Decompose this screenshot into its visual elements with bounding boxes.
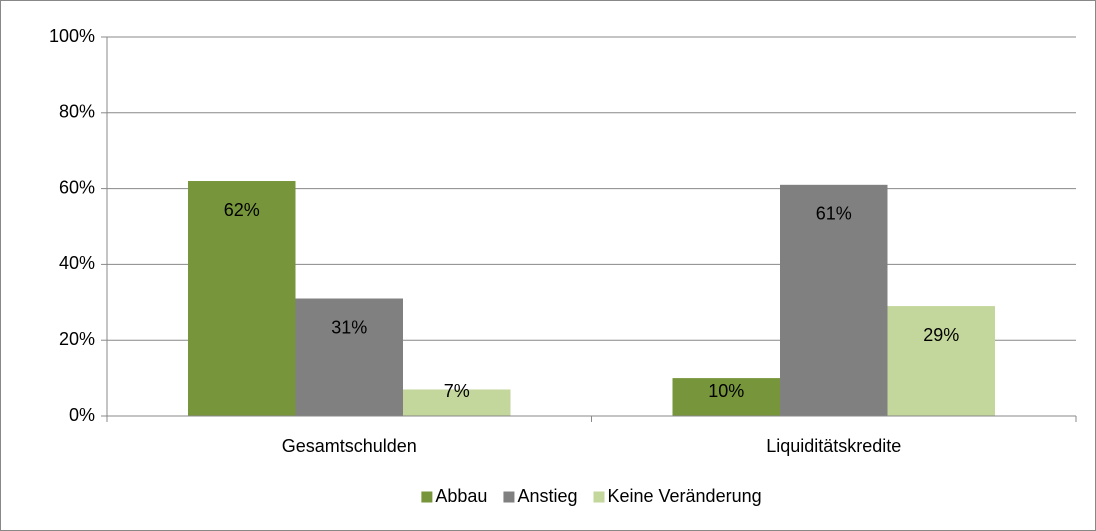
y-tick-label: 80%: [59, 102, 95, 122]
data-label: 31%: [331, 317, 367, 337]
legend-label: Keine Veränderung: [607, 486, 761, 506]
bar: [403, 389, 511, 416]
data-label: 62%: [224, 200, 260, 220]
y-tick-label: 60%: [59, 177, 95, 197]
legend-swatch: [503, 491, 515, 503]
data-label: 7%: [444, 381, 470, 401]
legend-swatch: [421, 491, 433, 503]
data-label: 61%: [816, 204, 852, 224]
legend-label: Anstieg: [517, 486, 577, 506]
y-tick-label: 100%: [49, 26, 95, 46]
legend-label: Abbau: [435, 486, 487, 506]
bar: [780, 184, 888, 416]
x-tick-label: Gesamtschulden: [282, 436, 417, 456]
y-tick-label: 40%: [59, 253, 95, 273]
bar: [672, 378, 780, 416]
legend-swatch: [593, 491, 605, 503]
y-tick-label: 0%: [69, 405, 95, 425]
x-tick-label: Liquiditätskredite: [766, 436, 901, 456]
data-label: 29%: [923, 325, 959, 345]
data-label: 10%: [708, 381, 744, 401]
bar: [188, 181, 296, 416]
y-tick-label: 20%: [59, 329, 95, 349]
bar: [295, 298, 403, 416]
bar: [887, 306, 995, 416]
